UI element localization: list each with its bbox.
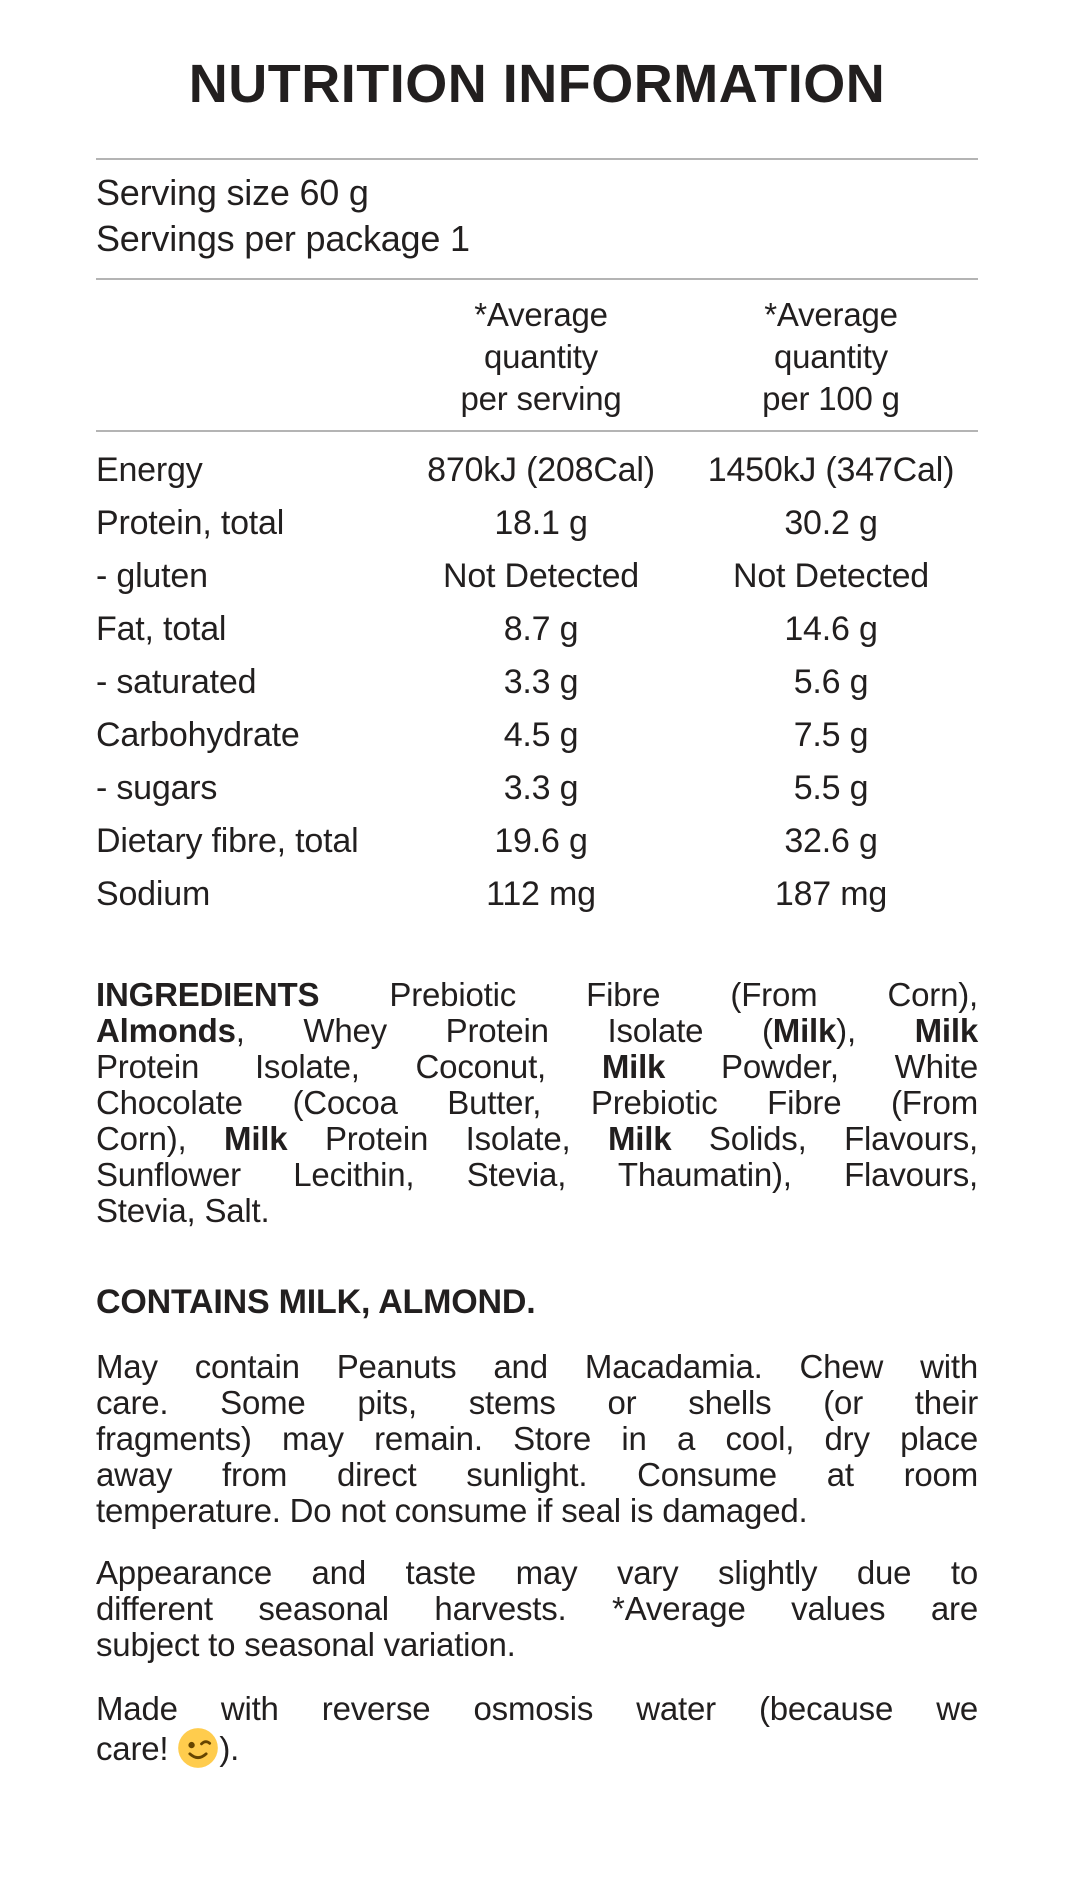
text-line: Made with reverse osmosis water (because… [96, 1690, 978, 1727]
text-line: INGREDIENTS Prebiotic Fibre (From Corn), [96, 976, 978, 1013]
divider [96, 158, 978, 160]
divider [96, 278, 978, 280]
text-line: temperature. Do not consume if seal is d… [96, 1492, 808, 1529]
nutrient-label: Dietary fibre, total [96, 822, 359, 860]
text-line: Sunflower Lecithin, Stevia, Thaumatin), … [96, 1156, 978, 1193]
col-header-per-serving: *Average quantity per serving [460, 296, 622, 417]
text-line: different seasonal harvests. *Average va… [96, 1590, 978, 1627]
nutrient-label: - saturated [96, 663, 257, 701]
value-per-100g: 5.5 g [793, 769, 869, 807]
text-line: Appearance and taste may vary slightly d… [96, 1554, 978, 1591]
text-line: away from direct sunlight. Consume at ro… [96, 1456, 978, 1493]
value-per-serving: 8.7 g [503, 610, 579, 648]
contains-statement: CONTAINS MILK, ALMOND. [96, 1283, 536, 1321]
nutrient-label: Fat, total [96, 610, 227, 648]
value-per-100g: 187 mg [774, 875, 888, 913]
text-line: Corn), Milk Protein Isolate, Milk Solids… [96, 1120, 978, 1157]
text-line: Stevia, Salt. [96, 1192, 270, 1229]
table-row: Carbohydrate 4.5 g 7.5 g [96, 709, 978, 762]
value-per-serving: Not Detected [442, 557, 640, 595]
variation-note-paragraph: Appearance and taste may vary slightly d… [96, 1555, 978, 1663]
nutrient-label: - gluten [96, 557, 208, 595]
value-per-100g: 30.2 g [784, 504, 878, 542]
text-line: subject to seasonal variation. [96, 1626, 516, 1663]
table-row: Fat, total 8.7 g 14.6 g [96, 603, 978, 656]
value-per-serving: 19.6 g [494, 822, 588, 860]
col-header-per-100g: *Average quantity per 100 g [762, 296, 900, 417]
nutrient-label: Energy [96, 451, 203, 489]
servings-per-package: Servings per package 1 [96, 218, 470, 259]
table-row: Protein, total 18.1 g 30.2 g [96, 497, 978, 550]
ingredients-paragraph: INGREDIENTS Prebiotic Fibre (From Corn),… [96, 977, 978, 1229]
table-row: - gluten Not Detected Not Detected [96, 550, 978, 603]
table-row: Dietary fibre, total 19.6 g 32.6 g [96, 815, 978, 868]
value-per-100g: 32.6 g [784, 822, 878, 860]
nutrient-label: Sodium [96, 875, 211, 913]
text-line: Almonds, Whey Protein Isolate (Milk), Mi… [96, 1012, 978, 1049]
value-per-serving: 3.3 g [503, 663, 579, 701]
text-line: Chocolate (Cocoa Butter, Prebiotic Fibre… [96, 1084, 978, 1121]
value-per-100g: Not Detected [732, 557, 930, 595]
nutrient-label: Protein, total [96, 504, 285, 542]
value-per-serving: 112 mg [486, 875, 596, 913]
value-per-serving: 4.5 g [503, 716, 579, 754]
value-per-serving: 18.1 g [494, 504, 588, 542]
table-row: - sugars 3.3 g 5.5 g [96, 762, 978, 815]
winking-face-emoji [177, 1727, 219, 1769]
serving-info: Serving size 60 g Servings per package 1 [96, 170, 978, 262]
value-per-100g: 5.6 g [793, 663, 869, 701]
nutrition-table-header: *Average quantity per serving *Average q… [96, 294, 978, 420]
value-per-serving: 870kJ (208Cal) [427, 451, 655, 489]
serving-size: Serving size 60 g [96, 172, 369, 213]
text-line: May contain Peanuts and Macadamia. Chew … [96, 1348, 978, 1385]
column-spacer [96, 294, 396, 420]
nutrient-label: Carbohydrate [96, 716, 300, 754]
value-per-100g: 7.5 g [793, 716, 869, 754]
table-row: - saturated 3.3 g 5.6 g [96, 656, 978, 709]
nutrition-title: NUTRITION INFORMATION [188, 54, 886, 114]
table-row: Energy 870kJ (208Cal) 1450kJ (347Cal) [96, 444, 978, 497]
text-line: care. Some pits, stems or shells (or the… [96, 1384, 978, 1421]
value-per-serving: 3.3 g [503, 769, 579, 807]
storage-warning-paragraph: May contain Peanuts and Macadamia. Chew … [96, 1349, 978, 1529]
text-line: fragments) may remain. Store in a cool, … [96, 1420, 978, 1457]
nutrient-label: - sugars [96, 769, 218, 807]
nutrition-table: Energy 870kJ (208Cal) 1450kJ (347Cal) Pr… [96, 444, 978, 921]
value-per-100g: 14.6 g [784, 610, 878, 648]
value-per-100g: 1450kJ (347Cal) [707, 451, 955, 489]
text-line: Protein Isolate, Coconut, Milk Powder, W… [96, 1048, 978, 1085]
divider [96, 430, 978, 432]
text-line: care! ). [96, 1727, 978, 1769]
table-row: Sodium 112 mg 187 mg [96, 868, 978, 921]
water-note-paragraph: Made with reverse osmosis water (because… [96, 1691, 978, 1769]
